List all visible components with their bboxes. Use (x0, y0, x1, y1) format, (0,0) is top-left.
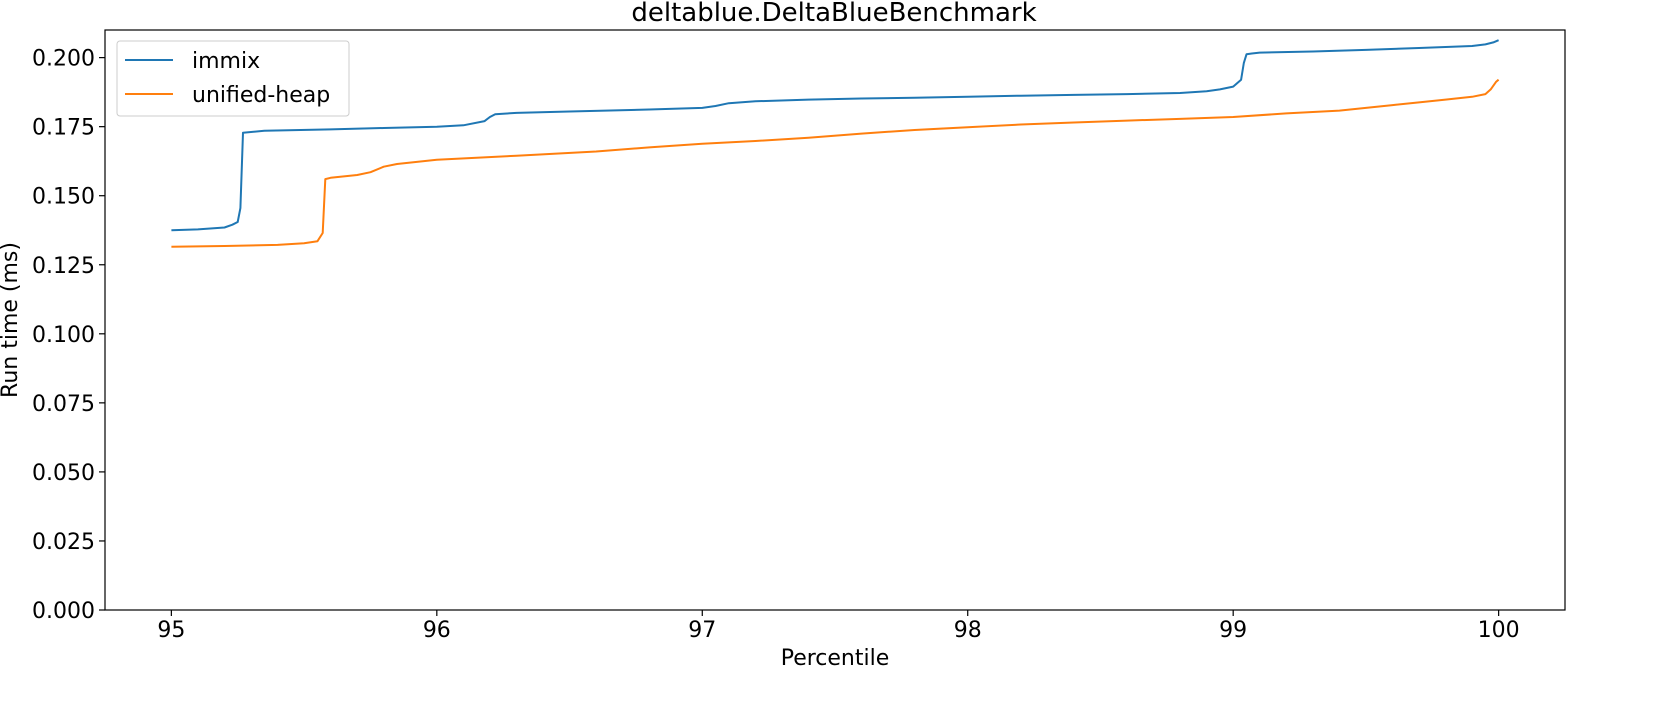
series-layer (171, 39, 1500, 248)
series-line-unified-heap (171, 78, 1500, 248)
y-tick-label: 0.175 (32, 116, 95, 141)
y-tick-label: 0.100 (32, 323, 95, 348)
x-axis: 95 96 97 98 99 100 (157, 610, 1520, 643)
chart-title: deltablue.DeltaBlueBenchmark (631, 0, 1036, 28)
x-tick-label: 99 (1219, 618, 1247, 643)
y-axis: 0.000 0.025 0.050 0.075 0.100 0.125 0.150 0.175… (32, 47, 105, 624)
series-line-immix (171, 39, 1499, 232)
x-axis-label: Percentile (781, 646, 890, 671)
legend: immix unified-heap (116, 40, 350, 117)
legend-label-immix: immix (192, 49, 260, 74)
y-tick-label: 0.150 (32, 185, 95, 210)
x-tick-label: 97 (688, 618, 716, 643)
legend-box (116, 40, 350, 117)
y-tick-label: 0.025 (32, 530, 95, 555)
plot-area-frame (104, 29, 1566, 611)
y-tick-label: 0.125 (32, 254, 95, 279)
y-tick-label: 0.050 (32, 461, 95, 486)
y-tick-label: 0.075 (32, 392, 95, 417)
x-tick-label: 95 (157, 618, 185, 643)
y-axis-label: Run time (ms) (0, 242, 23, 398)
x-tick-label: 100 (1478, 618, 1520, 643)
x-tick-label: 98 (954, 618, 982, 643)
legend-label-unified-heap: unified-heap (192, 83, 330, 108)
x-tick-label: 96 (423, 618, 451, 643)
y-tick-label: 0.000 (32, 599, 95, 624)
y-tick-label: 0.200 (32, 47, 95, 72)
